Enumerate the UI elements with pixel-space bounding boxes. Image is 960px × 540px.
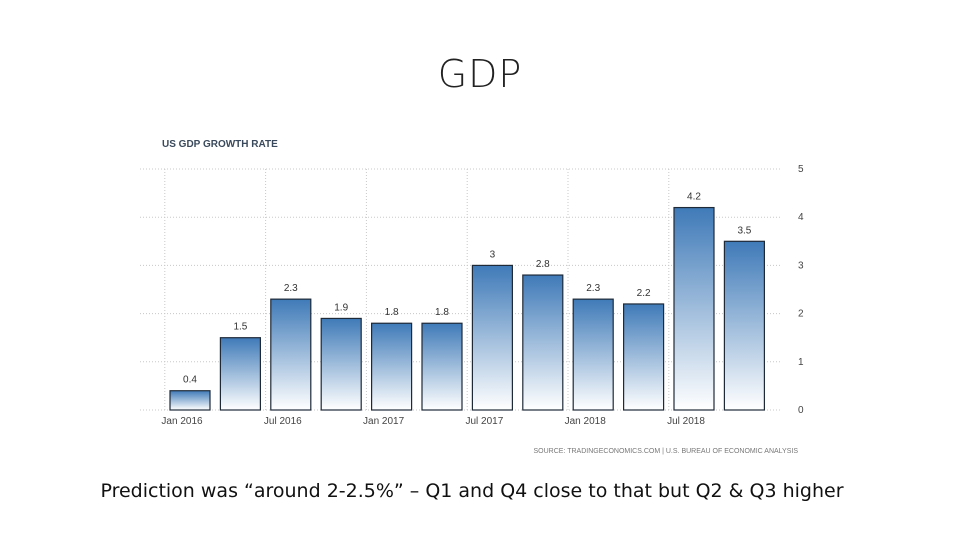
bar-value-label: 0.4 — [183, 375, 197, 386]
chart-source: SOURCE: TRADINGECONOMICS.COM | U.S. BURE… — [534, 448, 799, 455]
x-tick-label: Jul 2017 — [465, 416, 503, 427]
bar-2016-q2 — [219, 337, 262, 411]
y-tick-label: 1 — [798, 357, 804, 368]
chart-bars — [169, 206, 766, 411]
bar-2016-q1 — [169, 390, 211, 411]
bar-2016-q4 — [320, 317, 362, 411]
y-tick-label: 2 — [798, 309, 804, 320]
y-tick-label: 3 — [798, 260, 804, 271]
bar-2018-q1 — [572, 298, 614, 411]
slide-caption: Prediction was “around 2-2.5%” – Q1 and … — [100, 480, 844, 502]
bar-value-label: 4.2 — [687, 192, 701, 203]
bar-value-label: 2.3 — [586, 283, 600, 294]
bar-value-label: 1.9 — [334, 302, 348, 313]
x-tick-label: Jul 2016 — [264, 416, 302, 427]
x-tick-label: Jul 2018 — [667, 416, 705, 427]
bar-value-label: 1.8 — [435, 307, 449, 318]
gdp-bar-chart: US GDP GROWTH RATE 0.4 1.5 2.3 1.9 1.8 1.8 3 2.… — [140, 139, 804, 455]
y-axis-ticks: 0 1 2 3 4 5 — [798, 164, 804, 416]
x-tick-label: Jan 2018 — [565, 416, 607, 427]
y-tick-label: 4 — [798, 212, 804, 223]
x-tick-label: Jan 2016 — [161, 416, 203, 427]
bar-2018-q2 — [623, 303, 665, 411]
bar-value-label: 2.3 — [284, 283, 298, 294]
bar-2018-q4 — [723, 240, 766, 411]
x-tick-label: Jan 2017 — [363, 416, 405, 427]
bar-2017-q4 — [522, 274, 564, 411]
bar-2018-q3 — [673, 206, 715, 411]
slide-title: GDP — [437, 52, 523, 96]
y-tick-label: 0 — [798, 405, 804, 416]
bar-value-label: 1.8 — [385, 307, 399, 318]
chart-grid — [140, 168, 780, 411]
chart-title: US GDP GROWTH RATE — [162, 139, 278, 150]
bar-2017-q3 — [471, 264, 513, 411]
chart-value-labels: 0.4 1.5 2.3 1.9 1.8 1.8 3 2.8 2.3 2.2 4.2 3.5 — [183, 192, 752, 386]
bar-value-label: 2.2 — [637, 288, 651, 299]
x-axis-ticks: Jan 2016 Jul 2016 Jan 2017 Jul 2017 Jan 2018… — [161, 416, 705, 427]
bar-value-label: 3 — [490, 249, 496, 260]
y-tick-label: 5 — [798, 164, 804, 175]
bar-2016-q3 — [270, 298, 312, 411]
bar-2017-q1 — [371, 322, 413, 411]
bar-value-label: 3.5 — [737, 225, 751, 236]
bar-2017-q2 — [421, 322, 463, 411]
bar-value-label: 1.5 — [233, 322, 247, 333]
bar-value-label: 2.8 — [536, 259, 550, 270]
